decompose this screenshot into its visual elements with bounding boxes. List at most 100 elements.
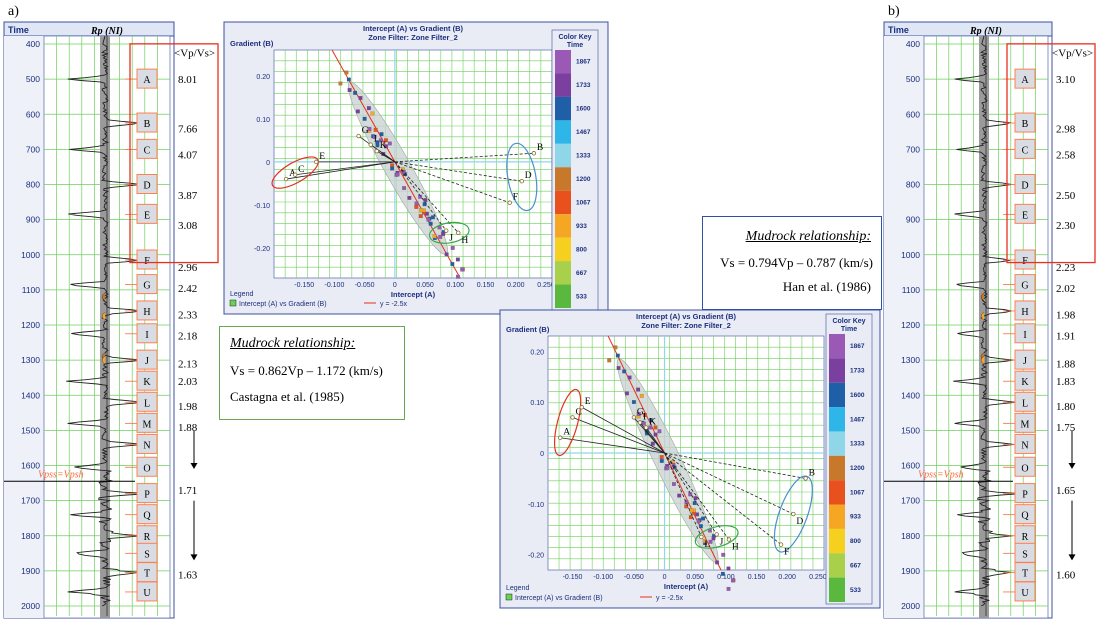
legend-title: Legend — [506, 585, 529, 592]
crossplot-ytick-label: -0.10 — [528, 502, 544, 509]
log-zone-label: T — [144, 569, 150, 580]
log-zone-rect — [1014, 174, 1036, 194]
crossplot-origin-line — [394, 161, 459, 234]
log-vpvs-value: 3.87 — [178, 190, 198, 202]
crossplot-cluster-point — [698, 524, 703, 529]
color-key-label: 533 — [576, 293, 587, 300]
crossplot-cluster-point — [665, 465, 670, 470]
log-header-band — [883, 21, 1053, 37]
legend-swatch — [505, 593, 513, 601]
crossplot-cluster-point — [702, 539, 707, 543]
crossplot-cluster-point — [395, 172, 400, 177]
color-key-label: 667 — [850, 562, 861, 569]
log-zone-rect — [1014, 323, 1036, 344]
color-key-title: Color Key — [558, 34, 591, 41]
crossplot-point-label: I — [643, 412, 646, 422]
crossplot-group-green — [428, 221, 470, 244]
log-zone-box: P — [1014, 483, 1036, 504]
crossplot-cluster-point — [631, 400, 636, 404]
log-vpvs-value: 2.02 — [1056, 283, 1075, 295]
crossplot-labeled-point — [314, 159, 319, 165]
log-zone-box: N — [136, 433, 158, 454]
color-key-subtitle: Time — [841, 326, 857, 333]
log-zone-rect — [136, 300, 158, 321]
log-zone-rect — [136, 391, 158, 412]
crossplot-cluster-point — [711, 536, 716, 541]
log-zone-box: O — [1014, 456, 1036, 477]
color-key-swatch — [829, 407, 845, 432]
log-colored-wiggle — [980, 356, 985, 365]
mudrock-equation: Vs = 0.862Vp – 1.172 (km/s) — [230, 363, 383, 378]
crossplot-cluster-point — [692, 501, 697, 506]
crossplot-cluster-point — [460, 267, 465, 272]
crossplot-point-label: G — [362, 126, 369, 136]
color-key-label: 1600 — [576, 106, 591, 113]
color-key-swatch — [829, 455, 845, 481]
crossplot-cluster-point — [428, 221, 433, 226]
log-zone-box: I — [136, 323, 158, 344]
log-time-tick-label: 1100 — [902, 285, 921, 295]
log-vpvs-value: 2.03 — [178, 376, 198, 388]
color-key-label: 1467 — [576, 129, 591, 136]
mudrock-equation: Vs = 0.794Vp – 0.787 (km/s) — [720, 255, 873, 270]
color-key-swatch — [555, 120, 571, 144]
color-key-swatch — [829, 577, 845, 602]
crossplot-labeled-point — [791, 511, 796, 517]
crossplot-cluster-point — [456, 274, 460, 279]
log-zone-rect — [136, 249, 158, 270]
color-key-swatch — [829, 431, 845, 456]
log-colored-wiggle — [101, 292, 106, 302]
log-vpvs-value: 2.98 — [1056, 123, 1076, 135]
crossplot-cluster-point — [432, 234, 437, 239]
log-time-header: Time — [888, 25, 909, 35]
crossplot-cluster-point — [627, 375, 632, 380]
crossplot-xlabel: Intercept (A) — [664, 582, 709, 591]
log-time-tick-label: 800 — [26, 180, 40, 190]
crossplot-ytick-label: -0.20 — [528, 553, 544, 560]
log-zone-rect — [1014, 203, 1036, 224]
crossplot-subtitle: Zone Filter: Zone Filter_2 — [368, 33, 458, 42]
log-zone-label: J — [1023, 356, 1027, 367]
crossplot-xtick-label: 0 — [393, 282, 397, 289]
crossplot-origin-line — [394, 161, 510, 204]
crossplot-cluster-point — [615, 353, 620, 358]
panel-label-a: a) — [8, 4, 19, 19]
log-zone-box: L — [136, 391, 158, 412]
color-key-swatch — [829, 382, 845, 408]
crossplot-point-label: A — [563, 428, 570, 438]
log-zone-box: S — [136, 542, 158, 563]
crossplot-cluster-point — [414, 205, 419, 209]
log-zone-label: Q — [143, 511, 151, 522]
color-key-swatch — [829, 480, 845, 505]
log-time-tick-label: 1600 — [21, 461, 40, 471]
crossplot-cluster-point — [625, 391, 629, 396]
crossplot-xtick-label: 0.150 — [748, 574, 766, 581]
crossplot-ytick-label: 0.20 — [530, 349, 544, 356]
crossplot-point-label: D — [796, 517, 803, 527]
crossplot-xtick-label: -0.150 — [294, 282, 314, 289]
crossplot-cluster-point — [418, 194, 423, 199]
crossplot-labeled-point — [283, 176, 289, 182]
crossplot-cluster-point — [419, 208, 424, 213]
log-vpvs-value: 3.08 — [178, 220, 198, 232]
crossplot-xtick-label: 0.100 — [717, 574, 735, 581]
log-zone-box: A — [136, 68, 158, 89]
mudrock-box-han: Mudrock relationship: Vs = 0.794Vp – 0.7… — [702, 216, 882, 310]
crossplot-point-label: E — [585, 397, 591, 407]
legend-title: Legend — [230, 291, 253, 298]
crossplot-subtitle: Zone Filter: Zone Filter_2 — [641, 321, 731, 330]
log-zone-label: B — [144, 119, 151, 130]
crossplot-cluster-point — [726, 586, 731, 591]
crossplot-point-label: K — [649, 418, 656, 428]
crossplot-cluster-point — [344, 70, 349, 75]
log-vpvs-value: 2.50 — [1056, 190, 1076, 202]
log-zone-label: O — [1021, 463, 1028, 474]
crossplot-cluster-point — [708, 539, 713, 544]
log-zone-rect — [1014, 433, 1036, 454]
log-zone-box: B — [136, 112, 158, 133]
log-zone-label: K — [1021, 377, 1029, 388]
crossplot-point-label: H — [461, 236, 468, 246]
log-zone-label: B — [1022, 119, 1029, 130]
crossplot-point-label: F — [513, 193, 518, 203]
log-time-tick-label: 400 — [906, 39, 920, 49]
